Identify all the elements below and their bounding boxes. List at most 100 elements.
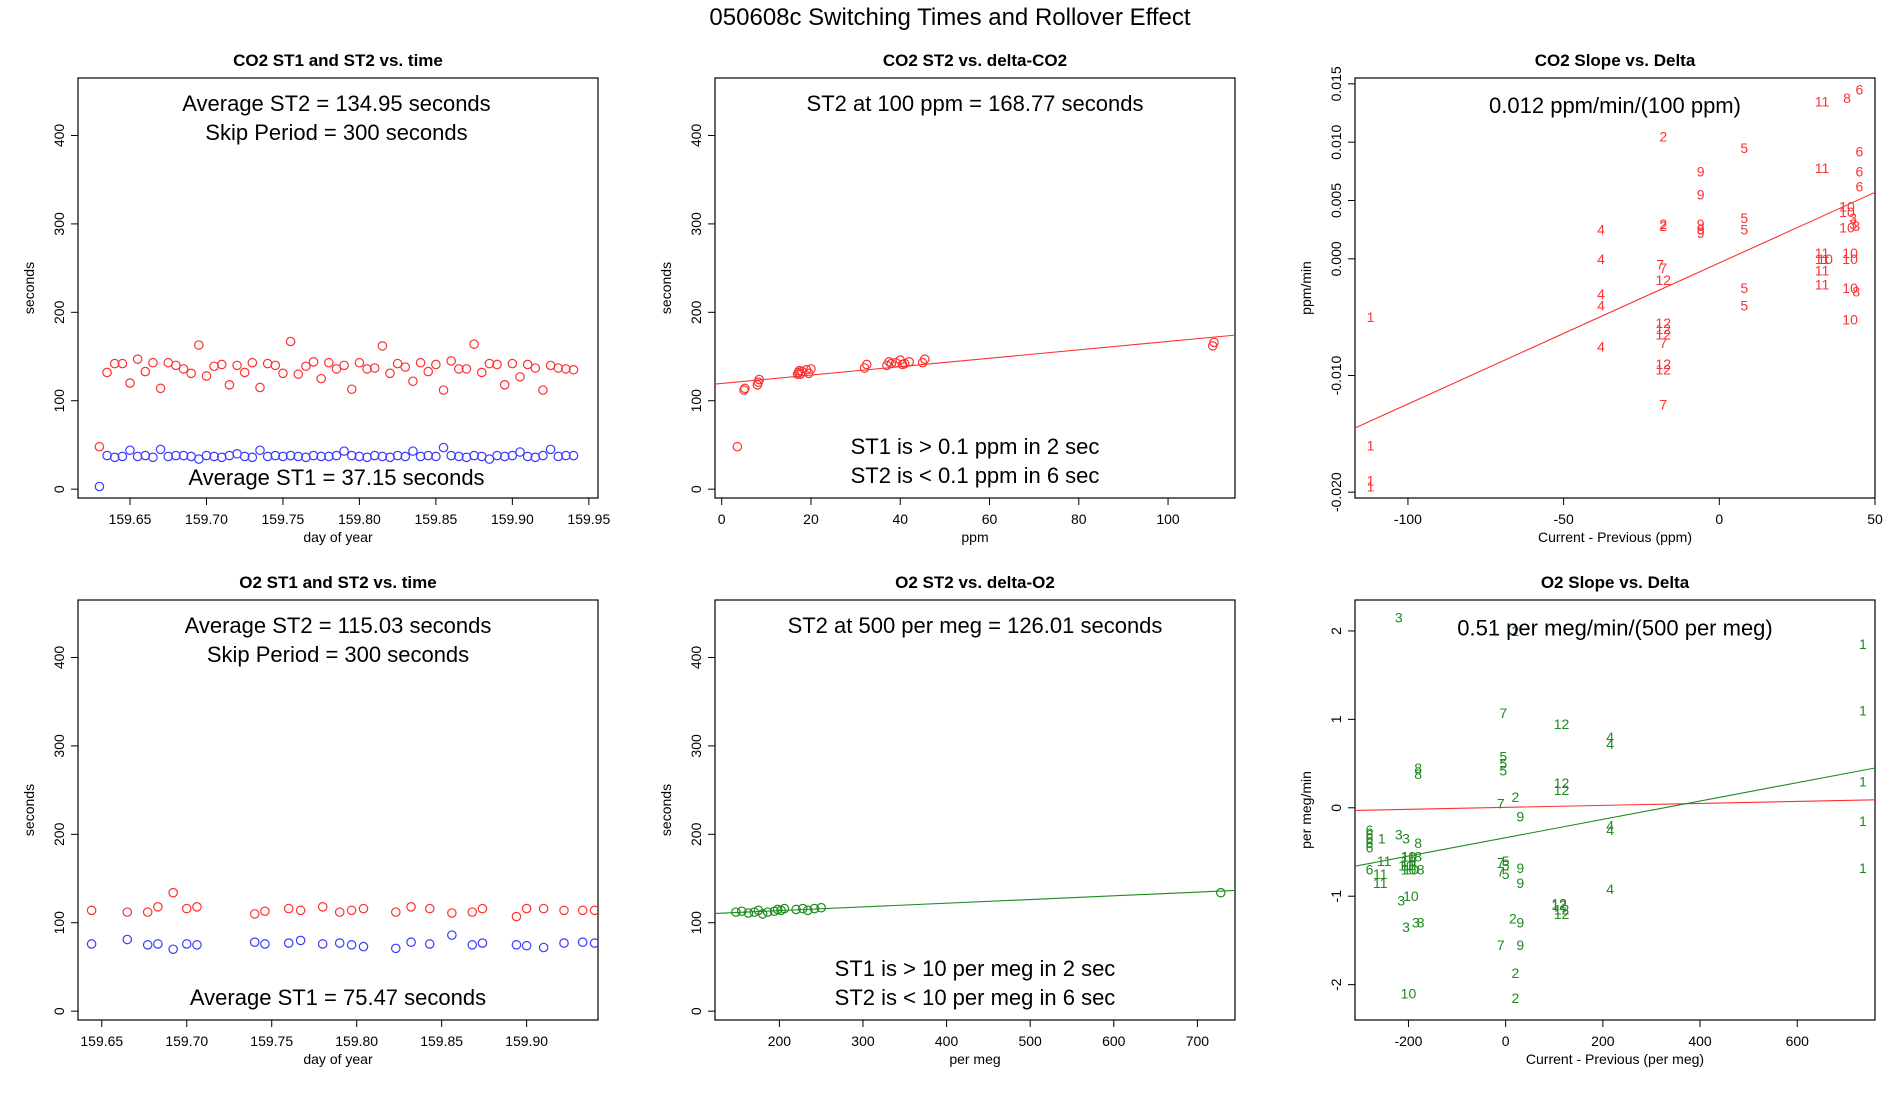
point-label: 10 <box>1839 219 1855 235</box>
point-label: 9 <box>1516 937 1524 953</box>
x-tick-label: 80 <box>1071 511 1087 527</box>
point-label: 12 <box>1655 356 1671 372</box>
data-point <box>884 357 894 367</box>
plot-frame <box>1354 77 1876 499</box>
point-label: 12 <box>1554 901 1570 917</box>
data-point <box>295 935 306 946</box>
data-point <box>515 447 525 457</box>
fit-line <box>1355 191 1875 429</box>
point-label: 6 <box>1366 835 1374 851</box>
y-axis-label: seconds <box>658 784 674 836</box>
data-point <box>754 374 764 385</box>
point-label: 10 <box>1403 888 1419 904</box>
point-label: 11 <box>1815 245 1830 261</box>
x-tick-label: 600 <box>1786 1033 1810 1049</box>
point-label: 9 <box>1697 216 1705 232</box>
point-label: 12 <box>1554 775 1570 791</box>
annotation: Skip Period = 300 seconds <box>207 642 469 667</box>
data-point <box>568 364 579 375</box>
y-tick-label: 100 <box>688 389 704 413</box>
data-point <box>270 360 281 371</box>
data-point <box>899 358 910 369</box>
x-axis-label: ppm <box>961 529 988 545</box>
data-point <box>545 444 556 455</box>
point-label: 10 <box>1401 985 1417 1001</box>
y-tick-label: 0 <box>51 485 67 493</box>
data-point <box>447 930 457 940</box>
data-point <box>392 358 403 369</box>
data-point <box>171 360 181 371</box>
point-label: 5 <box>1499 756 1507 772</box>
data-point <box>178 364 189 374</box>
data-point <box>142 907 153 917</box>
point-label: 10 <box>1842 251 1858 267</box>
x-tick-label: 20 <box>803 511 819 527</box>
data-point <box>346 905 357 916</box>
y-tick-label: 200 <box>688 822 704 846</box>
data-point <box>247 357 258 368</box>
fit-line <box>1355 799 1875 811</box>
x-tick-label: 500 <box>1018 1033 1042 1049</box>
data-point <box>209 451 219 462</box>
point-label: 2 <box>1511 623 1519 639</box>
y-tick-label: 0 <box>1328 804 1344 812</box>
x-tick-label: 159.75 <box>262 511 305 527</box>
plot-frame <box>714 77 1236 499</box>
point-label: 6 <box>1856 179 1864 195</box>
data-point <box>346 450 357 461</box>
data-point <box>809 903 820 914</box>
x-tick-label: 60 <box>982 511 998 527</box>
data-point <box>538 450 548 461</box>
data-point <box>168 887 178 898</box>
point-label: 2 <box>1511 965 1519 981</box>
point-label: 5 <box>1740 222 1748 238</box>
data-point <box>278 451 288 462</box>
x-tick-label: 159.85 <box>414 511 457 527</box>
point-label: 10 <box>1817 251 1833 267</box>
annotation: ST2 at 500 per meg = 126.01 seconds <box>788 613 1163 638</box>
y-tick-label: -0.020 <box>1328 472 1344 512</box>
data-point <box>334 907 345 917</box>
x-tick-label: 40 <box>892 511 908 527</box>
data-point <box>492 450 502 461</box>
point-label: 1 <box>1367 473 1375 489</box>
data-point <box>262 358 273 369</box>
x-tick-label: -100 <box>1394 511 1422 527</box>
data-point <box>324 451 334 462</box>
data-point <box>538 385 548 395</box>
point-label: 12 <box>1655 272 1671 288</box>
y-tick-label: 200 <box>51 822 67 846</box>
data-point <box>1215 887 1226 898</box>
chart-o2-delta: O2 ST2 vs. delta-O2 200 300 400 500 600 700 0 10… <box>658 573 1236 1067</box>
data-point <box>354 357 365 368</box>
data-point <box>406 902 416 912</box>
data-point <box>377 451 388 462</box>
point-label: 8 <box>1414 766 1422 782</box>
plot-area: 3331110666666111111133101010101010103888… <box>1355 610 1875 1006</box>
y-axis-label: seconds <box>21 784 37 836</box>
y-tick-label: 400 <box>51 124 67 148</box>
data-point <box>171 450 181 461</box>
data-point <box>224 380 235 390</box>
x-tick-label: 159.75 <box>250 1033 293 1049</box>
x-tick-label: -50 <box>1554 511 1574 527</box>
data-point <box>369 450 380 461</box>
data-point <box>521 903 532 914</box>
point-label: 4 <box>1597 251 1605 267</box>
point-label: 7 <box>1499 705 1507 721</box>
data-point <box>358 941 369 952</box>
point-label: 11 <box>1815 160 1830 176</box>
data-point <box>94 441 105 452</box>
data-point <box>239 451 250 462</box>
data-point <box>317 902 328 912</box>
data-point <box>568 450 579 461</box>
point-label: 10 <box>1842 280 1858 296</box>
annotation: ST2 is < 0.1 ppm in 6 sec <box>851 463 1100 488</box>
point-label: 1 <box>1367 478 1375 494</box>
chart-title: O2 ST2 vs. delta-O2 <box>895 573 1055 592</box>
data-point <box>553 363 564 373</box>
data-point <box>186 368 196 379</box>
data-point <box>408 446 418 456</box>
data-point <box>285 450 296 461</box>
data-point <box>201 371 212 381</box>
